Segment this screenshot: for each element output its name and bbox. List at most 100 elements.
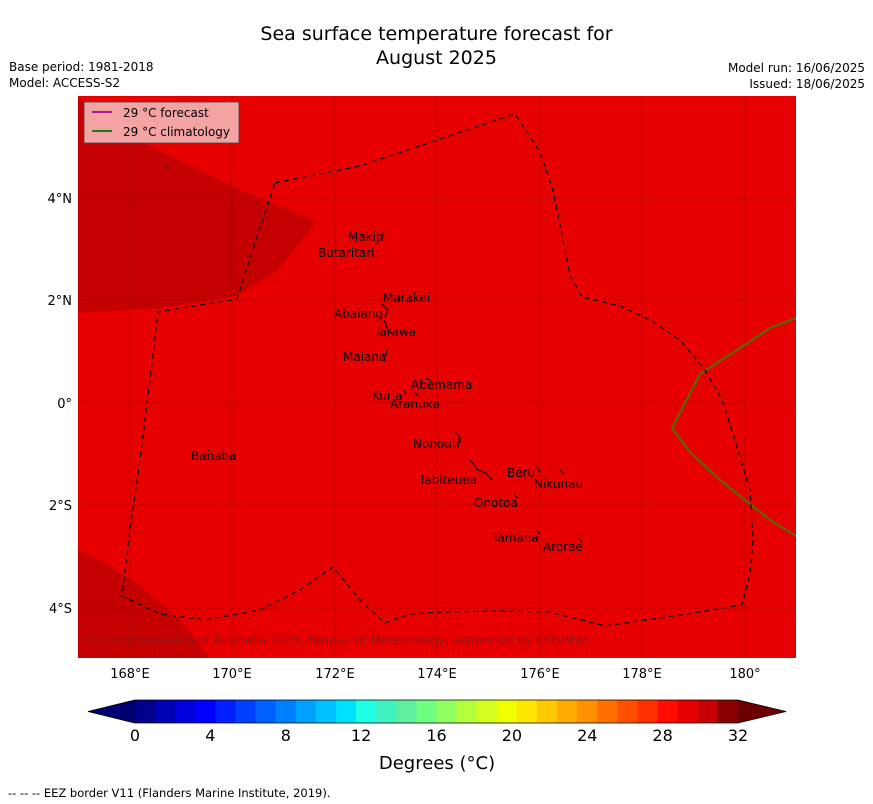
island-nikunau-shape [559, 468, 565, 475]
colorbar-segment [336, 700, 357, 723]
label-nonouti: Nonouti [413, 437, 460, 451]
island-onotoa-shape [513, 492, 519, 500]
island-abemama-shape [425, 377, 432, 382]
colorbar [87, 699, 787, 724]
colorbar-segment [396, 700, 417, 723]
colorbar-segment [697, 700, 719, 723]
lon-label-178e: 178°E [622, 667, 662, 682]
copyright-text: © Commonwealth of Australia 2025, Bureau… [84, 633, 589, 647]
colorbar-segment [155, 700, 176, 723]
map-gridlines [78, 96, 796, 658]
lat-label-eq: 0° [57, 397, 72, 412]
label-tarawa: Tarawa [373, 325, 416, 339]
island-marakei-shape [397, 295, 401, 301]
islet-shape [164, 164, 169, 169]
colorbar-segment [476, 700, 498, 723]
lon-label-180: 180° [729, 667, 760, 682]
label-banaba: Banaba [191, 449, 237, 463]
colorbar-segment [577, 700, 598, 723]
colorbar-tick-label: 12 [351, 726, 371, 745]
island-arorae-shape [578, 537, 583, 543]
lon-label-172e: 172°E [315, 667, 355, 682]
base-period: Base period: 1981-2018 [9, 60, 154, 74]
label-tabiteuea: Tabiteuea [418, 473, 477, 487]
colorbar-tick-label: 8 [281, 726, 291, 745]
lon-label-176e: 176°E [520, 667, 560, 682]
colorbar-segment [295, 700, 317, 723]
climatology-contour [670, 316, 796, 537]
colorbar-outline [87, 699, 787, 724]
colorbar-segment [537, 700, 558, 723]
label-arorae: Arorae [543, 540, 583, 554]
colorbar-tick-label: 28 [652, 726, 672, 745]
label-tamana: Tamana [491, 531, 539, 545]
label-beru: Beru [507, 466, 535, 480]
island-tarawa-shape [383, 319, 393, 335]
colorbar-tick-label: 16 [426, 726, 446, 745]
model-run: Model run: 16/06/2025 [727, 61, 865, 75]
label-marakei: Marakei [383, 291, 430, 305]
colorbar-unit-label: Degrees (°C) [379, 753, 495, 774]
warm-region-southwest [78, 550, 210, 658]
island-tamana-shape [536, 530, 541, 535]
label-butaritari: Butaritari [318, 246, 375, 260]
lon-label-168e: 168°E [110, 667, 150, 682]
island-kuria-shape [403, 389, 419, 397]
colorbar-segment [717, 700, 739, 723]
colorbar-under-triangle [88, 700, 135, 723]
lat-label-4n: 4°N [48, 192, 73, 207]
colorbar-segment [597, 700, 618, 723]
island-shapes [164, 164, 583, 543]
island-tabiteuea-shape [469, 459, 493, 481]
issued-date: Issued: 18/06/2025 [749, 77, 865, 91]
map-title-line1: Sea surface temperature forecast for [260, 23, 613, 45]
legend-forecast-label: 29 °C forecast [123, 106, 209, 120]
eez-footnote: -- -- -- EEZ border V11 (Flanders Marine… [8, 786, 331, 800]
eez-border [121, 113, 754, 627]
colorbar-segment [235, 700, 256, 723]
colorbar-segment [677, 700, 699, 723]
map-title-line2: August 2025 [376, 47, 497, 69]
label-makin: Makin [348, 230, 384, 244]
colorbar-segment [255, 700, 277, 723]
colorbar-segment [637, 700, 658, 723]
colorbar-segment [617, 700, 638, 723]
colorbar-segment [557, 700, 578, 723]
colorbar-tick-label: 20 [502, 726, 522, 745]
colorbar-segment [436, 700, 457, 723]
island-beru-shape [536, 465, 541, 474]
label-aranuka: Aranuka [390, 397, 440, 411]
island-maiana-shape [385, 349, 388, 357]
warm-region-northwest [78, 96, 316, 313]
colorbar-segment [496, 700, 518, 723]
map-legend: 29 °C forecast 29 °C climatology [83, 101, 240, 144]
lon-label-170e: 170°E [212, 667, 252, 682]
label-nikunau: Nikunau [534, 477, 583, 491]
colorbar-segment [657, 700, 679, 723]
colorbar-segment [315, 700, 337, 723]
colorbar-segment [376, 700, 397, 723]
lat-label-2s: 2°S [49, 499, 72, 514]
lat-label-4s: 4°S [49, 602, 72, 617]
colorbar-segment [195, 700, 216, 723]
label-maiana: Maiana [343, 350, 386, 364]
island-banaba-shape [206, 448, 210, 452]
label-onotoa: Onotoa [474, 496, 518, 510]
label-abemama: Abemama [411, 378, 472, 392]
model-name: Model: ACCESS-S2 [9, 76, 121, 90]
colorbar-over-triangle [738, 700, 786, 723]
island-nonouti-shape [454, 431, 461, 443]
lon-label-174e: 174°E [417, 667, 457, 682]
colorbar-segment [356, 700, 377, 723]
colorbar-segment [416, 700, 437, 723]
colorbar-segment [275, 700, 297, 723]
colorbar-tick-label: 24 [577, 726, 597, 745]
label-kuria: Kuria [372, 389, 403, 403]
colorbar-segment [456, 700, 478, 723]
colorbar-tick-label: 4 [205, 726, 215, 745]
colorbar-segment [135, 700, 156, 723]
lat-label-2n: 2°N [48, 294, 73, 309]
colorbar-tick-label: 0 [130, 726, 140, 745]
colorbar-tick-label: 32 [728, 726, 748, 745]
